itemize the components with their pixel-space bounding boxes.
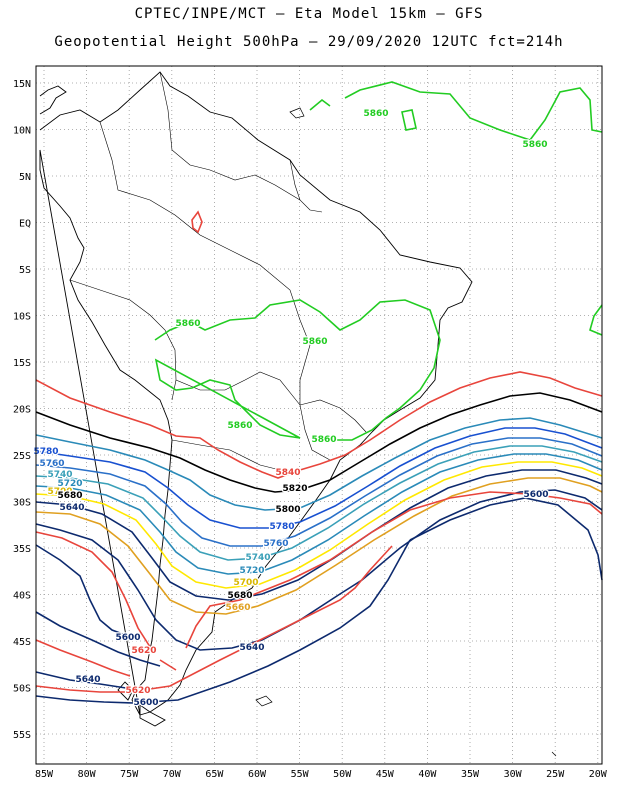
lon-label: 50W bbox=[333, 769, 352, 780]
contour-5740 bbox=[35, 445, 603, 561]
contour-5660 bbox=[35, 477, 603, 615]
contour-label: 5860 bbox=[522, 140, 547, 150]
contour-label: 5600 bbox=[133, 698, 158, 708]
contour-label: 5860 bbox=[227, 421, 252, 431]
contour-label: 5840 bbox=[275, 468, 300, 478]
lat-label: 35S bbox=[13, 544, 31, 555]
contour-label: 5620 bbox=[131, 646, 156, 656]
lat-label: 15S bbox=[13, 358, 31, 369]
contour-label: 5760 bbox=[263, 539, 288, 549]
contour-label: 5860 bbox=[302, 337, 327, 347]
contour-5780 bbox=[35, 427, 603, 529]
lat-label: 25S bbox=[13, 451, 31, 462]
lat-label: 50S bbox=[13, 684, 31, 695]
contour-label: 5680 bbox=[57, 491, 82, 501]
contour-label: 5860 bbox=[363, 109, 388, 119]
country-borders bbox=[69, 71, 367, 471]
contour-5840-red-amazon bbox=[191, 210, 203, 234]
contour-label: 5820 bbox=[282, 484, 307, 494]
contour-5620 bbox=[35, 491, 603, 671]
contour-5860-island bbox=[401, 109, 417, 131]
lon-label: 55W bbox=[291, 769, 310, 780]
lon-label: 70W bbox=[163, 769, 182, 780]
lat-label: EQ bbox=[19, 219, 31, 230]
lon-label: 20W bbox=[589, 769, 608, 780]
contour-5840 bbox=[35, 371, 603, 479]
contour-label: 5600 bbox=[115, 633, 140, 643]
contour-label: 5860 bbox=[175, 319, 200, 329]
contour-label: 5760 bbox=[39, 459, 64, 469]
lat-label: 20S bbox=[13, 405, 31, 416]
lat-label: 5S bbox=[19, 265, 31, 276]
contour-label: 5640 bbox=[75, 675, 100, 685]
contour-5640-bottom bbox=[35, 671, 127, 689]
lon-label: 25W bbox=[546, 769, 565, 780]
lat-label: 10N bbox=[13, 126, 31, 137]
coastline bbox=[39, 71, 473, 727]
latitude-labels: 15N 10N 5N EQ 5S 10S 15S 20S 25S 30S 35S 40S 45S 50S 5… bbox=[13, 79, 31, 741]
contour-labels: 5860 5860 5860 5860 5860 5860 5840 5820 5800 5780… bbox=[32, 108, 550, 710]
lon-label: 45W bbox=[376, 769, 395, 780]
contour-label: 5640 bbox=[59, 503, 84, 513]
contour-label: 5740 bbox=[245, 553, 270, 563]
lon-label: 85W bbox=[35, 769, 54, 780]
contour-5820 bbox=[35, 392, 603, 493]
contour-5860-north bbox=[309, 81, 603, 141]
contour-5720 bbox=[35, 453, 603, 575]
contour-label: 5640 bbox=[239, 643, 264, 653]
contour-label: 5720 bbox=[57, 479, 82, 489]
contour-label: 5740 bbox=[47, 470, 72, 480]
lon-label: 65W bbox=[205, 769, 224, 780]
contour-5800 bbox=[35, 417, 603, 511]
lon-label: 75W bbox=[120, 769, 139, 780]
map-frame bbox=[35, 65, 603, 765]
contour-5620-bottom bbox=[35, 545, 393, 693]
contour-5620-south bbox=[35, 639, 131, 677]
contour-5760 bbox=[35, 437, 603, 547]
lon-label: 35W bbox=[461, 769, 480, 780]
contour-5680 bbox=[35, 469, 603, 601]
contour-5600-bottom bbox=[35, 539, 411, 704]
contour-label: 5620 bbox=[125, 686, 150, 696]
contour-5700 bbox=[35, 461, 603, 589]
lat-label: 40S bbox=[13, 591, 31, 602]
contour-5640-south bbox=[35, 611, 161, 667]
islands bbox=[255, 107, 557, 757]
lat-label: 45S bbox=[13, 637, 31, 648]
map-subtitle: Geopotential Height 500hPa – 29/09/2020 … bbox=[54, 34, 564, 50]
contour-label: 5780 bbox=[33, 447, 58, 457]
longitude-labels: 85W 80W 75W 70W 65W 60W 55W 50W 45W 40W 35W 30W 25W 2… bbox=[35, 769, 608, 780]
contour-5600-east bbox=[409, 497, 603, 581]
contour-label: 5780 bbox=[269, 522, 294, 532]
lon-label: 80W bbox=[78, 769, 97, 780]
contour-label: 5700 bbox=[47, 487, 72, 497]
contour-5860-east bbox=[589, 304, 603, 336]
contour-5600-west bbox=[35, 544, 129, 637]
contour-label: 5700 bbox=[233, 578, 258, 588]
lat-label: 10S bbox=[13, 312, 31, 323]
contour-5860-south bbox=[154, 299, 441, 441]
lat-label: 5N bbox=[19, 172, 31, 183]
contour-label: 5600 bbox=[523, 490, 548, 500]
lat-label: 15N bbox=[13, 79, 31, 90]
contour-label: 5860 bbox=[311, 435, 336, 445]
contour-label: 5800 bbox=[275, 505, 300, 515]
lon-label: 30W bbox=[504, 769, 523, 780]
lon-label: 60W bbox=[248, 769, 267, 780]
contour-label: 5680 bbox=[227, 591, 252, 601]
lon-label: 40W bbox=[418, 769, 437, 780]
contour-lines bbox=[35, 81, 603, 704]
map-title: CPTEC/INPE/MCT – Eta Model 15km – GFS bbox=[134, 6, 484, 22]
contour-label: 5720 bbox=[239, 566, 264, 576]
lat-label: 55S bbox=[13, 730, 31, 741]
contour-label: 5660 bbox=[225, 603, 250, 613]
lat-label: 30S bbox=[13, 498, 31, 509]
